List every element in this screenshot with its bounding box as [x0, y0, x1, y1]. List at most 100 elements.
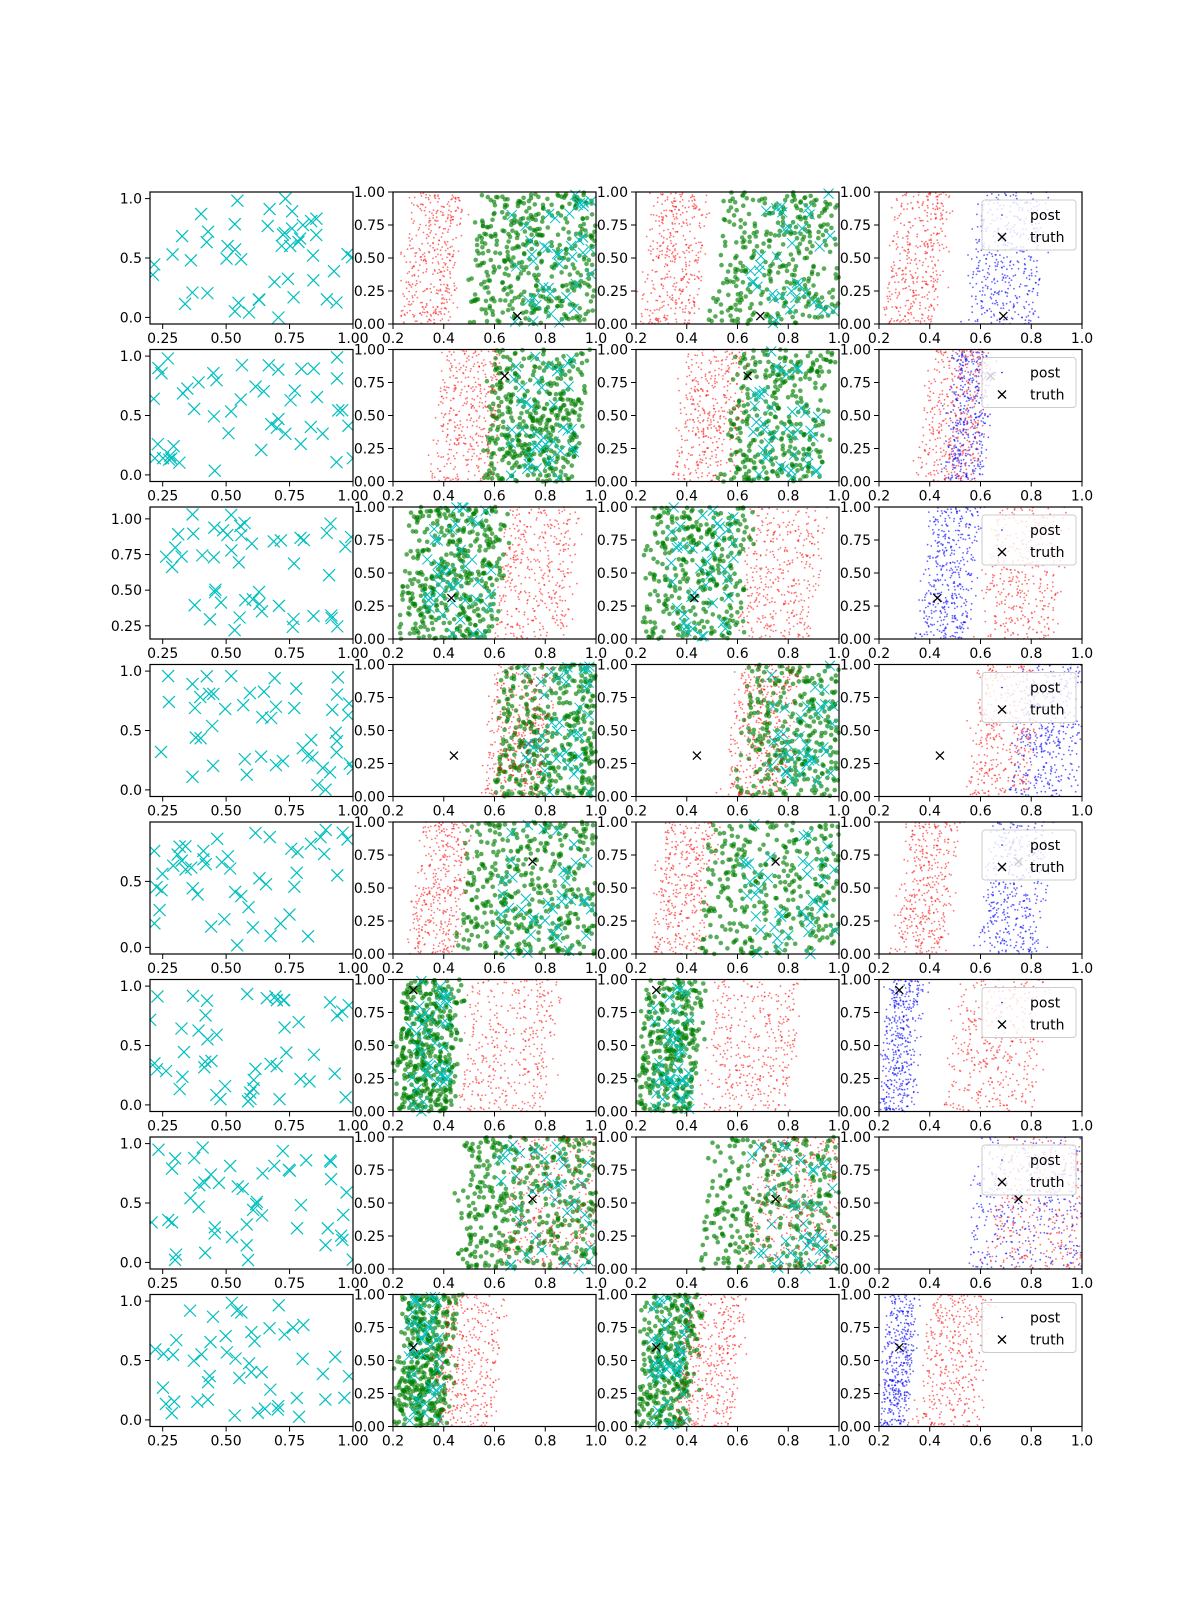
scatter-point: [469, 443, 472, 445]
scatter-point: [954, 444, 957, 446]
sample-x-marker: [263, 202, 277, 216]
scatter-point: [706, 426, 709, 429]
scatter-point: [933, 309, 936, 311]
scatter-point: [946, 395, 949, 398]
scatter-point: [898, 214, 901, 217]
scatter-point: [936, 198, 939, 201]
scatter-point: [952, 453, 955, 455]
scatter-point: [984, 412, 986, 415]
scatter-point: [733, 283, 739, 289]
scatter-point: [775, 270, 781, 275]
scatter-point: [979, 467, 982, 470]
scatter-point: [749, 255, 754, 261]
scatter-point: [1002, 277, 1005, 280]
scatter-point: [516, 438, 521, 443]
scatter-point: [415, 234, 418, 237]
scatter-point: [472, 421, 475, 423]
scatter-point: [901, 278, 903, 281]
scatter-point: [834, 203, 840, 208]
scatter-point: [927, 309, 930, 312]
scatter-point: [970, 445, 973, 448]
scatter-point: [967, 436, 970, 439]
scatter-point: [561, 226, 566, 232]
design-x-marker: [538, 241, 550, 252]
scatter-point: [670, 192, 672, 195]
scatter-point: [443, 262, 445, 264]
scatter-point: [975, 400, 978, 402]
scatter-point: [936, 429, 939, 432]
scatter-point: [905, 299, 908, 302]
scatter-point: [1021, 316, 1023, 319]
scatter-point: [728, 398, 730, 401]
scatter-point: [456, 479, 459, 481]
scatter-point: [670, 298, 673, 301]
scatter-point: [513, 385, 519, 391]
scatter-point: [658, 220, 660, 222]
scatter-point: [671, 221, 674, 224]
scatter-point: [894, 281, 896, 283]
scatter-point: [909, 306, 912, 308]
scatter-point: [433, 476, 436, 479]
scatter-point: [678, 297, 680, 300]
scatter-point: [698, 287, 700, 290]
scatter-point: [471, 397, 474, 400]
scatter-point: [953, 471, 956, 473]
scatter-point: [718, 437, 720, 440]
scatter-point: [697, 276, 700, 279]
legend-post-marker: [1001, 214, 1003, 216]
scatter-point: [649, 318, 652, 321]
scatter-point: [697, 251, 700, 254]
scatter-point: [750, 358, 752, 361]
scatter-point: [762, 200, 768, 206]
scatter-point: [938, 244, 941, 247]
scatter-point: [690, 370, 693, 373]
scatter-point: [663, 209, 665, 212]
scatter-point: [489, 463, 491, 465]
scatter-point: [487, 474, 489, 476]
scatter-point: [825, 349, 831, 355]
scatter-point: [449, 462, 452, 465]
scatter-point: [448, 292, 451, 294]
scatter-point: [937, 351, 940, 354]
scatter-point: [448, 298, 451, 301]
sample-x-marker: [345, 250, 353, 264]
scatter-point: [747, 234, 752, 240]
scatter-point: [955, 446, 958, 449]
scatter-point: [457, 196, 459, 199]
scatter-point: [726, 292, 731, 298]
scatter-point: [647, 273, 649, 276]
scatter-point: [975, 351, 977, 354]
scatter-point: [522, 251, 527, 257]
scatter-point: [720, 280, 726, 286]
red-posterior: [671, 348, 752, 482]
scatter-point: [1030, 274, 1033, 277]
scatter-point: [536, 232, 541, 238]
scatter-point: [904, 287, 906, 290]
scatter-point: [693, 301, 695, 303]
scatter-point: [678, 455, 681, 458]
scatter-point: [715, 360, 718, 363]
scatter-point: [897, 310, 900, 313]
scatter-point: [420, 314, 423, 316]
scatter-point: [768, 411, 773, 417]
scatter-point: [411, 295, 414, 297]
scatter-point: [997, 293, 1000, 296]
posterior-axes: 0.2 0.4 0.6 0.8 1.00.000.250.500.751.00: [597, 185, 850, 347]
scatter-point: [710, 360, 712, 363]
scatter-point: [804, 473, 809, 479]
scatter-point: [950, 453, 953, 455]
scatter-point: [559, 303, 564, 309]
scatter-point: [964, 370, 967, 373]
scatter-point: [919, 320, 922, 323]
scatter-point: [460, 234, 463, 237]
scatter-point: [1002, 307, 1005, 309]
scatter-point: [459, 217, 462, 220]
scatter-point: [463, 385, 466, 388]
scatter-point: [416, 296, 419, 299]
scatter-point: [698, 241, 700, 244]
scatter-point: [818, 223, 823, 229]
scatter-point: [439, 226, 441, 228]
x-tick-label: 0.8: [534, 331, 556, 347]
scatter-point: [751, 248, 757, 254]
scatter-point: [740, 410, 742, 413]
